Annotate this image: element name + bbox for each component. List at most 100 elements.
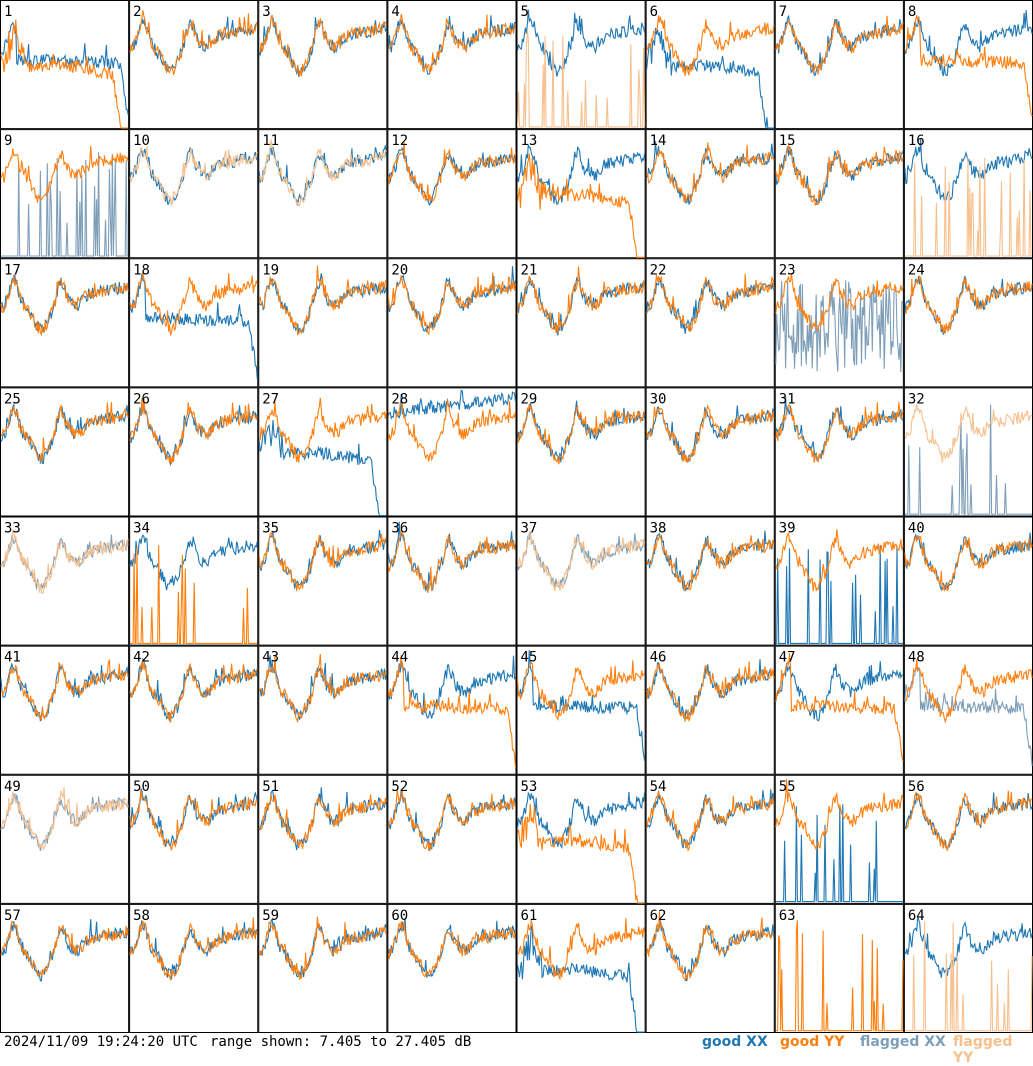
panel-label: 60 — [391, 908, 408, 924]
panel-27: 27 — [258, 387, 388, 517]
series-yy-good — [517, 918, 646, 981]
series-yy-good — [258, 397, 387, 463]
panel-43: 43 — [258, 645, 388, 775]
panel-frame — [258, 0, 388, 130]
series-xx-good — [775, 545, 903, 644]
series-yy-good — [646, 911, 775, 982]
panel-label: 9 — [4, 133, 12, 149]
panel-19: 19 — [258, 258, 388, 388]
panel-label: 51 — [262, 779, 279, 795]
series-yy-flagged — [0, 529, 129, 594]
panel-label: 17 — [4, 262, 21, 278]
legend-good-yy: good YY — [780, 1034, 845, 1050]
panel-17: 17 — [0, 258, 130, 388]
panel-52: 52 — [387, 774, 517, 904]
panel-36: 36 — [387, 516, 517, 646]
panel-label: 50 — [133, 779, 150, 795]
series-yy-good — [129, 661, 258, 723]
series-yy-good — [775, 15, 904, 75]
series-xx-good — [258, 419, 387, 517]
series-yy-good — [646, 142, 775, 203]
panel-44: 44 — [387, 645, 517, 775]
panel-label: 12 — [391, 133, 408, 149]
legend-flagged-xx: flagged XX — [860, 1034, 946, 1050]
panel-frame — [774, 387, 904, 517]
series-yy-flagged — [517, 531, 646, 593]
panel-label: 26 — [133, 391, 150, 407]
panel-frame — [645, 774, 775, 904]
panel-label: 62 — [650, 908, 667, 924]
panel-frame — [0, 645, 130, 775]
panel-label: 53 — [521, 779, 538, 795]
series-yy-good — [775, 920, 904, 1032]
panel-label: 20 — [391, 262, 408, 278]
panel-label: 21 — [521, 262, 538, 278]
panel-45: 45 — [516, 645, 646, 775]
panel-label: 34 — [133, 521, 150, 537]
series-yy-flagged — [0, 787, 129, 852]
series-yy-good — [258, 794, 387, 851]
panel-51: 51 — [258, 774, 388, 904]
panel-label: 7 — [779, 4, 787, 20]
series-xx-flagged — [775, 280, 904, 373]
panel-frame — [774, 129, 904, 259]
series-xx-good — [129, 273, 258, 380]
panel-frame — [645, 387, 775, 517]
panel-label: 8 — [908, 4, 916, 20]
panel-5: 5 — [516, 0, 646, 130]
series-yy-good — [387, 272, 517, 337]
panel-frame — [645, 645, 775, 775]
panel-8: 8 — [903, 0, 1033, 130]
panel-25: 25 — [0, 387, 130, 517]
series-yy-good — [129, 398, 258, 464]
panel-frame — [774, 516, 904, 646]
legend-good-xx: good XX — [702, 1034, 768, 1050]
series-yy-good — [258, 916, 387, 980]
series-yy-flagged — [904, 404, 1033, 463]
panel-label: 36 — [391, 521, 408, 537]
series-yy-flagged — [904, 920, 1033, 1032]
panel-label: 29 — [521, 391, 538, 407]
panel-59: 59 — [258, 903, 388, 1033]
panel-3: 3 — [258, 0, 388, 130]
legend-flagged-yy: flagged YY — [953, 1034, 1013, 1066]
series-xx-flagged — [516, 531, 646, 589]
panel-4: 4 — [387, 0, 517, 130]
panel-16: 16 — [903, 129, 1033, 259]
panel-label: 58 — [133, 908, 150, 924]
panel-35: 35 — [258, 516, 388, 646]
panel-39: 39 — [774, 516, 904, 646]
range-label: range shown: 7.405 to 27.405 dB — [210, 1034, 472, 1050]
panel-1: 1 — [0, 0, 130, 130]
series-xx-good — [516, 9, 646, 77]
series-yy-good — [904, 275, 1033, 334]
panel-label: 18 — [133, 262, 150, 278]
panel-label: 45 — [521, 650, 538, 666]
panel-22: 22 — [645, 258, 775, 388]
series-yy-good — [387, 13, 517, 74]
panel-label: 57 — [4, 908, 21, 924]
panel-label: 43 — [262, 650, 279, 666]
panel-label: 23 — [779, 262, 796, 278]
series-xx-flagged — [904, 666, 1033, 766]
series-yy-good — [387, 529, 516, 594]
series-xx-good — [646, 27, 774, 129]
panel-label: 1 — [4, 4, 12, 20]
panel-frame — [129, 0, 259, 130]
panel-label: 32 — [908, 391, 925, 407]
panel-61: 61 — [516, 903, 646, 1033]
series-yy-good — [646, 404, 775, 463]
panel-31: 31 — [774, 387, 904, 517]
series-yy-good — [258, 531, 387, 592]
panel-label: 38 — [650, 521, 667, 537]
series-yy-good — [130, 545, 258, 644]
panel-frame — [903, 387, 1033, 517]
panel-frame — [645, 516, 775, 646]
series-yy-good — [258, 653, 387, 724]
series-xx-good — [775, 804, 903, 903]
panel-frame — [387, 903, 517, 1033]
panel-14: 14 — [645, 129, 775, 259]
panel-label: 44 — [391, 650, 408, 666]
panel-26: 26 — [129, 387, 259, 517]
